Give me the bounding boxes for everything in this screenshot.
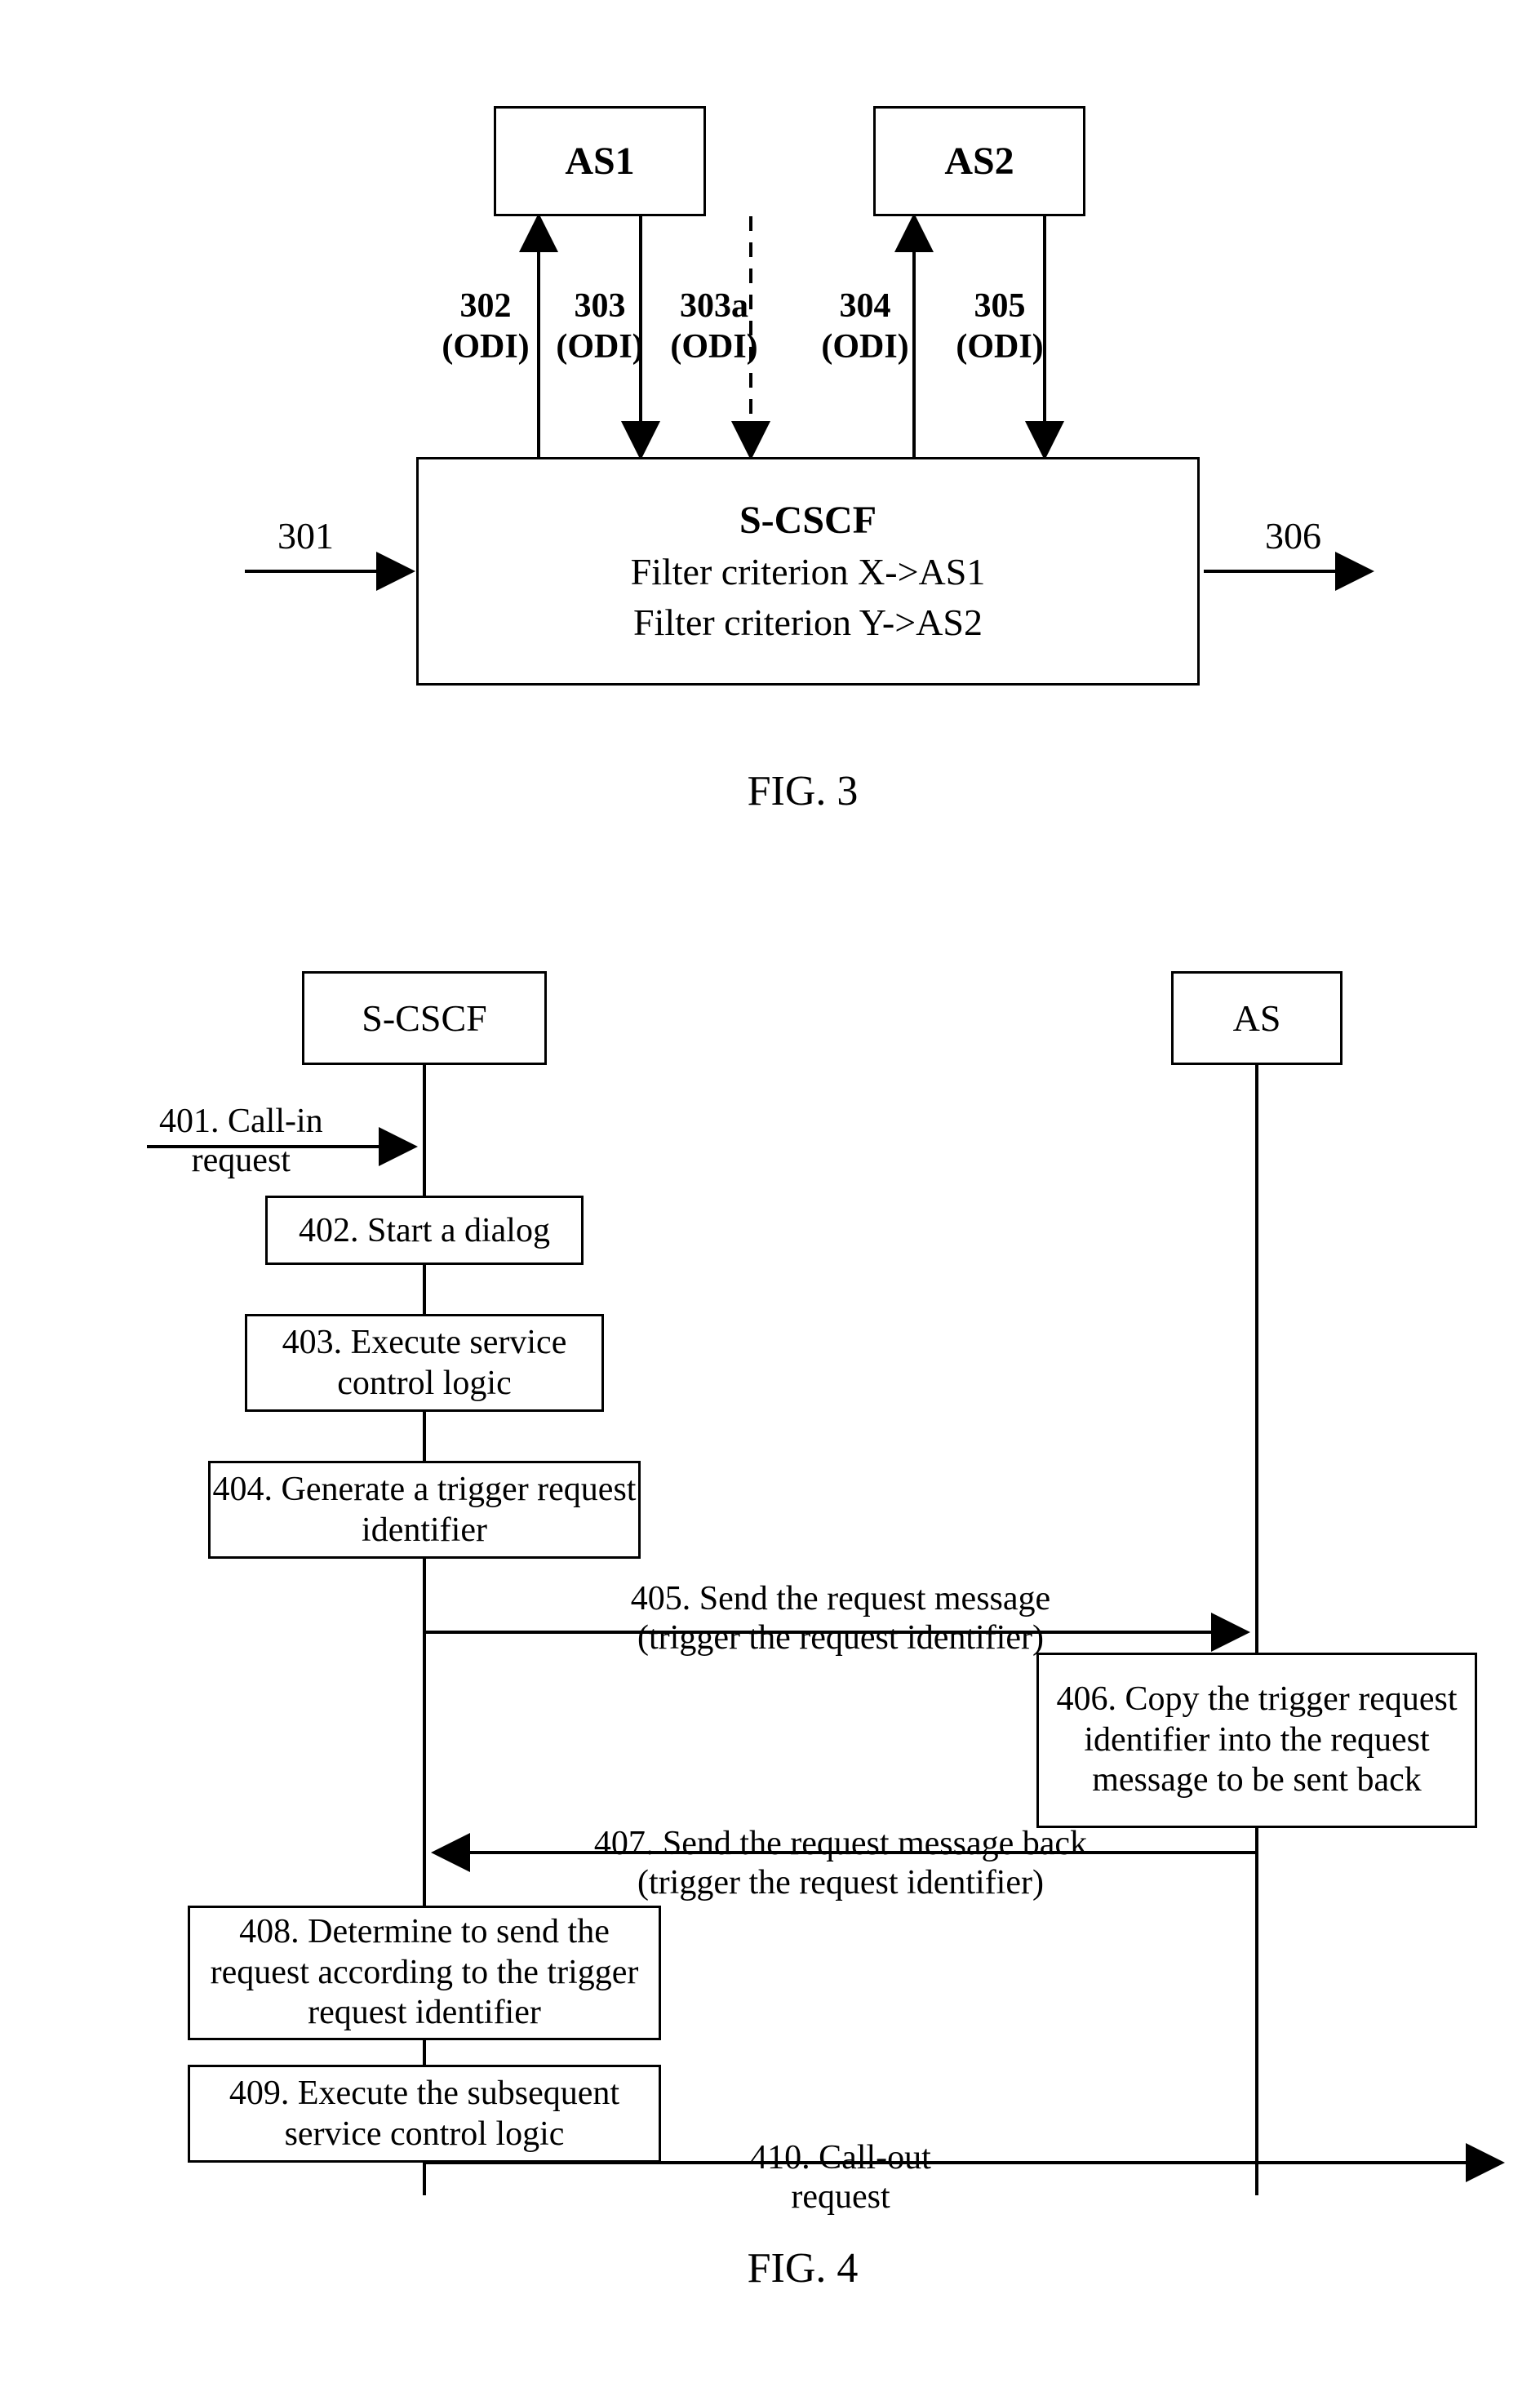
step409-box: 409. Execute the subsequent service cont…	[188, 2065, 661, 2163]
step403-label: 403. Execute service control logic	[247, 1322, 601, 1405]
scscf-title: S-CSCF	[739, 495, 877, 548]
scscf-line1: Filter criterion X->AS1	[631, 547, 986, 597]
edge-303-label: 303 (ODI)	[555, 286, 645, 368]
edge-304-label: 304 (ODI)	[820, 286, 910, 368]
fig4-as-box: AS	[1171, 971, 1343, 1065]
step403-box: 403. Execute service control logic	[245, 1314, 604, 1412]
figure-4: S-CSCF AS 401. Call-in request 402. Star…	[33, 922, 1540, 2350]
scscf-box: S-CSCF Filter criterion X->AS1 Filter cr…	[416, 457, 1200, 686]
step409-label: 409. Execute the subsequent service cont…	[190, 2073, 659, 2155]
as1-label: AS1	[565, 139, 634, 184]
fig4-scscf-label: S-CSCF	[362, 996, 486, 1040]
as2-label: AS2	[944, 139, 1014, 184]
step404-box: 404. Generate a trigger request identifi…	[208, 1461, 641, 1559]
step406-box: 406. Copy the trigger request identifier…	[1036, 1653, 1477, 1828]
step406-label: 406. Copy the trigger request identifier…	[1044, 1680, 1470, 1801]
as1-box: AS1	[494, 106, 706, 216]
fig4-scscf-box: S-CSCF	[302, 971, 547, 1065]
fig3-caption: FIG. 3	[33, 767, 1540, 815]
edge-306-label: 306	[1265, 514, 1321, 557]
edge-305-label: 305 (ODI)	[955, 286, 1045, 368]
fig4-as-label: AS	[1233, 996, 1281, 1040]
step410-label: 410. Call-out request	[686, 2138, 996, 2217]
as2-box: AS2	[873, 106, 1085, 216]
step402-label: 402. Start a dialog	[299, 1211, 550, 1250]
step401-label: 401. Call-in request	[159, 1102, 323, 1181]
step408-label: 408. Determine to send the request accor…	[190, 1912, 659, 2034]
step405-label: 405. Send the request message (trigger t…	[539, 1579, 1143, 1658]
step407-label: 407. Send the request message back (trig…	[490, 1824, 1192, 1903]
step408-box: 408. Determine to send the request accor…	[188, 1906, 661, 2040]
scscf-line2: Filter criterion Y->AS2	[633, 597, 983, 648]
edge-301-label: 301	[277, 514, 334, 557]
figure-3: AS1 AS2 S-CSCF Filter criterion X->AS1 F…	[33, 33, 1540, 890]
step404-label: 404. Generate a trigger request identifi…	[211, 1469, 638, 1551]
fig4-caption: FIG. 4	[33, 2244, 1540, 2292]
edge-302-label: 302 (ODI)	[441, 286, 530, 368]
edge-303a-label: 303a (ODI)	[665, 286, 763, 368]
step402-box: 402. Start a dialog	[265, 1196, 584, 1265]
